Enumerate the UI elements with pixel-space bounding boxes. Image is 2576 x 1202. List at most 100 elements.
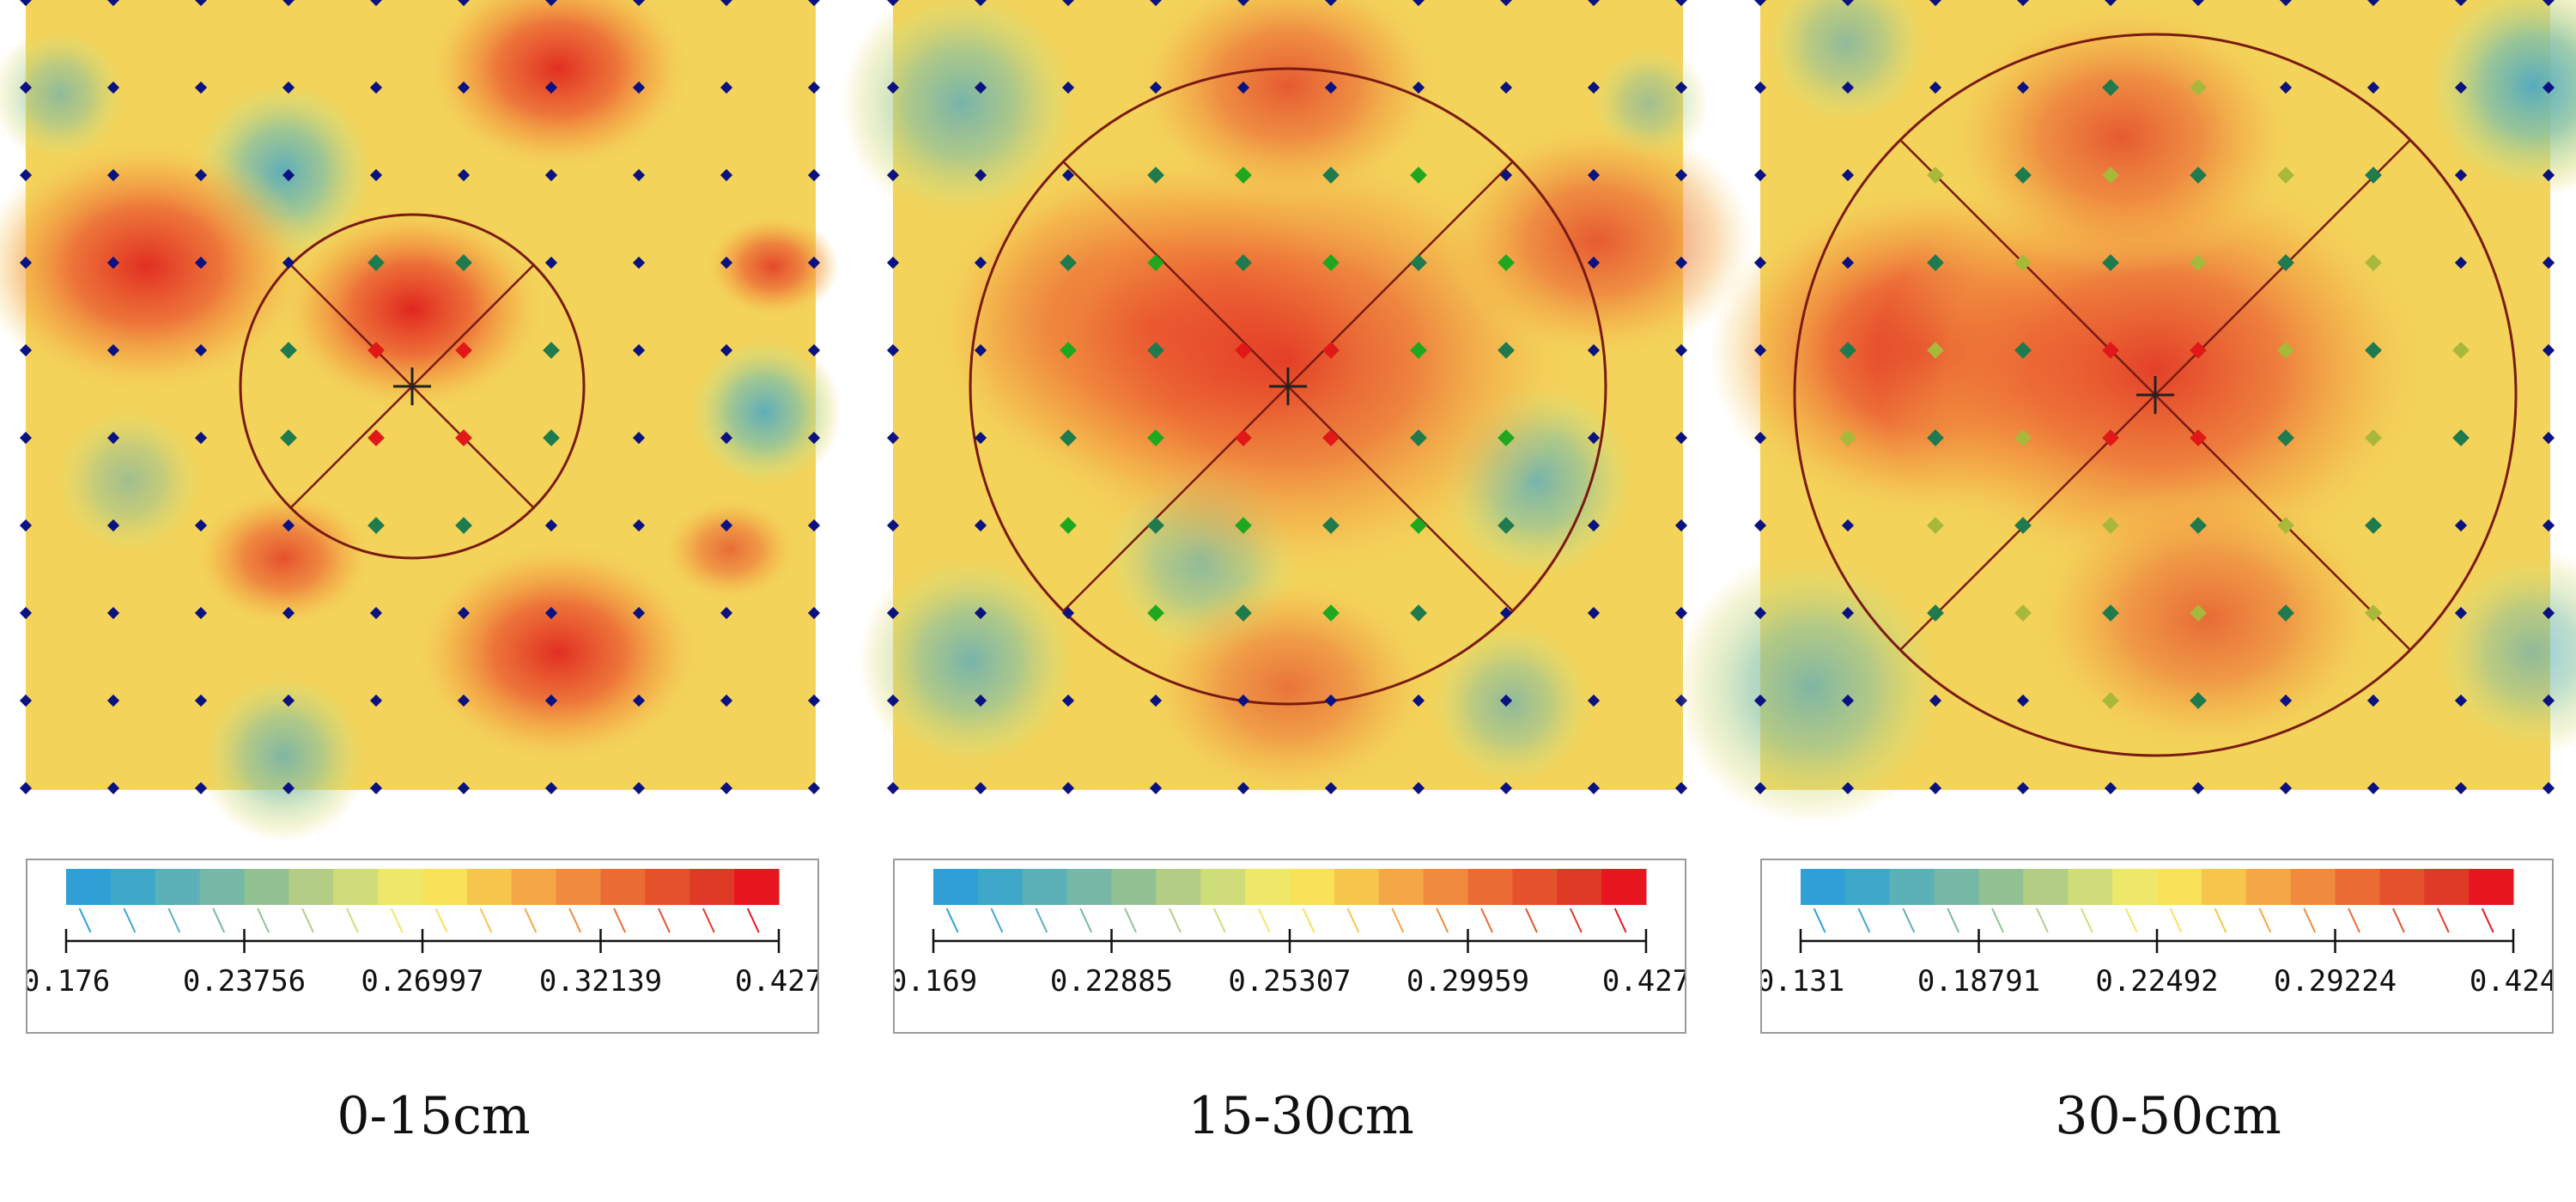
sample-point xyxy=(1412,781,1425,795)
sample-point xyxy=(1322,429,1340,446)
sample-point xyxy=(19,0,33,7)
sample-point xyxy=(2102,517,2119,534)
sample-point xyxy=(720,519,733,532)
sample-point xyxy=(2452,429,2470,446)
sample-point xyxy=(1498,342,1515,359)
sample-point xyxy=(1498,517,1515,534)
legend-swatch xyxy=(378,869,423,905)
sample-point xyxy=(106,256,120,270)
sample-point xyxy=(807,343,821,357)
sample-point xyxy=(632,694,646,707)
cool-zone xyxy=(0,26,129,163)
sample-point xyxy=(1149,694,1163,707)
sample-point xyxy=(369,168,383,182)
panel-15-30cm: 0.169 0.22885 0.25307 0.29959 0.427 15-30cm xyxy=(841,0,1753,1202)
legend-swatch xyxy=(977,869,1024,905)
sample-point xyxy=(19,256,33,270)
sample-point xyxy=(720,431,733,445)
legend-hatch xyxy=(167,908,181,933)
sample-point xyxy=(1587,431,1601,445)
sample-point xyxy=(632,0,646,7)
sample-point xyxy=(544,81,558,94)
sample-point xyxy=(1147,342,1164,359)
sample-point xyxy=(282,0,295,7)
panel-30-50cm: 0.131 0.18791 0.22492 0.29224 0.424 30-50cm xyxy=(1674,0,2576,1202)
legend-tick-label: 0.18791 xyxy=(1917,964,2040,999)
cool-zone xyxy=(197,670,369,841)
sample-point xyxy=(106,606,120,620)
sample-point xyxy=(1587,0,1601,7)
legend-swatch xyxy=(2469,869,2514,905)
legend-hatch xyxy=(1124,908,1137,933)
legend-tick-label: 0.424 xyxy=(2470,964,2552,999)
sample-point xyxy=(1927,342,1944,359)
sample-point xyxy=(632,781,646,795)
sample-point xyxy=(457,0,471,7)
legend-hatch xyxy=(1436,908,1449,933)
sample-point xyxy=(457,81,471,94)
legend-swatch xyxy=(2379,869,2425,905)
legend-hatch xyxy=(613,908,626,933)
legend-swatch xyxy=(2068,869,2113,905)
sample-point xyxy=(2190,167,2207,184)
sample-point xyxy=(2014,254,2032,271)
sample-point xyxy=(1061,781,1075,795)
sample-point xyxy=(886,781,900,795)
legend-swatch xyxy=(2245,869,2292,905)
legend-hatch xyxy=(1212,908,1226,933)
sample-point xyxy=(1410,254,1427,271)
sample-point xyxy=(368,342,385,359)
sample-point xyxy=(2014,342,2032,359)
cool-zone xyxy=(2430,549,2576,756)
sample-point xyxy=(1498,254,1515,271)
sample-point xyxy=(1927,517,1944,534)
sample-point xyxy=(632,81,646,94)
sample-point xyxy=(2014,604,2032,622)
sample-point xyxy=(1147,429,1164,446)
warm-zone xyxy=(663,498,797,601)
sample-point xyxy=(2277,342,2294,359)
sample-point xyxy=(807,694,821,707)
sample-point xyxy=(720,168,733,182)
caption-15-30cm: 15-30cm xyxy=(1188,1086,1414,1146)
legend-hatch xyxy=(1613,908,1627,933)
legend-hatch xyxy=(658,908,671,933)
legend-hatch xyxy=(345,908,359,933)
sampling-circle xyxy=(1793,33,2518,757)
sample-point xyxy=(720,694,733,707)
legend-hatch xyxy=(1302,908,1315,933)
sample-point xyxy=(2102,79,2119,96)
sample-point xyxy=(280,342,297,359)
sample-point xyxy=(720,0,733,7)
legend-hatch xyxy=(2303,908,2317,933)
sample-point xyxy=(2277,167,2294,184)
sample-point xyxy=(106,431,120,445)
sample-point xyxy=(455,429,472,446)
sample-point xyxy=(1061,168,1075,182)
sample-point xyxy=(1587,694,1601,707)
legend-tick-label: 0.22885 xyxy=(1050,964,1173,999)
sample-point xyxy=(2190,692,2207,709)
legend-hatch xyxy=(1035,908,1048,933)
warm-zone xyxy=(424,0,692,172)
sample-point xyxy=(2365,342,2382,359)
legend-swatch xyxy=(511,869,557,905)
sample-point xyxy=(974,343,987,357)
sample-point xyxy=(632,256,646,270)
sample-point xyxy=(368,517,385,534)
legend-swatch xyxy=(1601,869,1647,905)
sample-point xyxy=(1322,254,1340,271)
legend-swatch xyxy=(2157,869,2202,905)
panel-0-15cm: 0.176 0.23756 0.26997 0.32139 0.427 0-15cm xyxy=(0,0,841,1202)
sample-point xyxy=(1322,342,1340,359)
sample-point xyxy=(2102,342,2119,359)
sample-point xyxy=(457,606,471,620)
sample-point xyxy=(807,168,821,182)
legend-hatch xyxy=(2481,908,2494,933)
legend-swatch xyxy=(333,869,379,905)
sample-point xyxy=(544,519,558,532)
sample-point xyxy=(368,254,385,271)
sample-point xyxy=(1674,0,1688,7)
sample-point xyxy=(2014,517,2032,534)
heatmap-0-15cm xyxy=(0,0,841,841)
